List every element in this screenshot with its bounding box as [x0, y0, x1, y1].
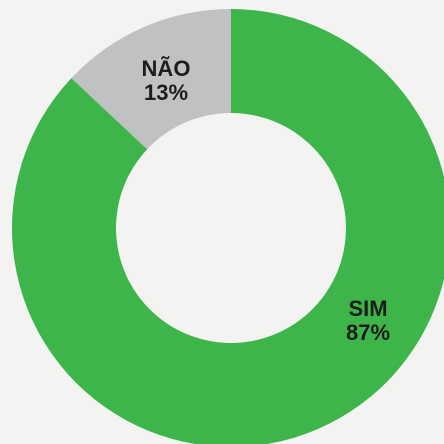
slice-value-label: 13% [144, 80, 188, 105]
slice-category-label: NÃO [142, 56, 191, 81]
slice-value-label: 87% [346, 320, 390, 345]
donut-slice [71, 9, 232, 150]
donut-slice [12, 9, 444, 444]
slice-category-label: SIM [348, 296, 387, 321]
